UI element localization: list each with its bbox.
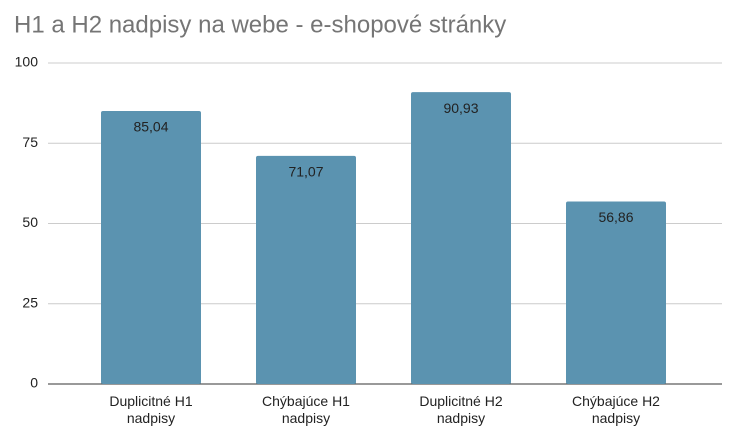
x-tick-label: Chýbajúce H1 nadpisy xyxy=(262,393,350,426)
bar xyxy=(101,111,201,384)
y-tick-label: 100 xyxy=(15,54,39,70)
value-label: 85,04 xyxy=(133,119,168,135)
bar xyxy=(411,92,511,385)
chart-title: H1 a H2 nadpisy na webe - e-shopové strá… xyxy=(14,11,506,38)
value-label: 56,86 xyxy=(598,209,633,225)
x-tick-label: Duplicitné H1 nadpisy xyxy=(109,393,193,426)
y-tick-label: 50 xyxy=(22,214,38,230)
y-tick-label: 25 xyxy=(22,294,38,310)
x-tick-label: Chýbajúce H2 nadpisy xyxy=(572,393,660,426)
bar xyxy=(256,155,356,384)
y-tick-label: 75 xyxy=(22,134,38,150)
x-tick-label: Duplicitné H2 nadpisy xyxy=(419,393,503,426)
value-label: 71,07 xyxy=(288,164,323,180)
value-label: 90,93 xyxy=(443,100,478,116)
y-tick-label: 0 xyxy=(30,375,38,391)
bar xyxy=(566,201,666,384)
